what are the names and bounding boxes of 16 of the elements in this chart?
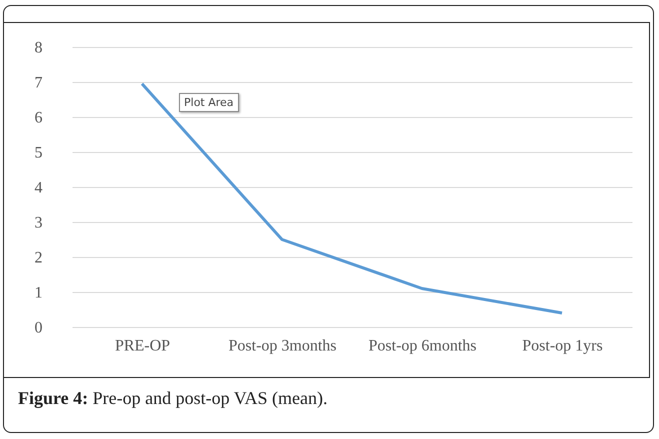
- caption: Figure 4: Pre-op and post-op VAS (mean).: [18, 388, 328, 409]
- y-tick-label: 4: [34, 180, 42, 196]
- y-tick-label: 8: [34, 40, 42, 56]
- line-series: [140, 82, 564, 314]
- y-tick-label: 5: [34, 144, 42, 162]
- x-tick-label: Post-op 1yrs: [522, 338, 603, 354]
- y-tick-label: 1: [34, 284, 42, 302]
- y-tick-label: 0: [34, 320, 42, 336]
- x-tick-label: Post-op 3months: [228, 338, 337, 354]
- x-tick-label: Post-op 6months: [368, 338, 477, 354]
- y-tick-label: 7: [34, 74, 42, 92]
- y-tick-label: 2: [34, 250, 42, 266]
- y-tick-label: 3: [34, 214, 42, 232]
- annotation: Plot Area: [179, 93, 239, 112]
- x-tick-label: PRE-OP: [114, 338, 170, 354]
- y-tick-label: 6: [34, 110, 42, 126]
